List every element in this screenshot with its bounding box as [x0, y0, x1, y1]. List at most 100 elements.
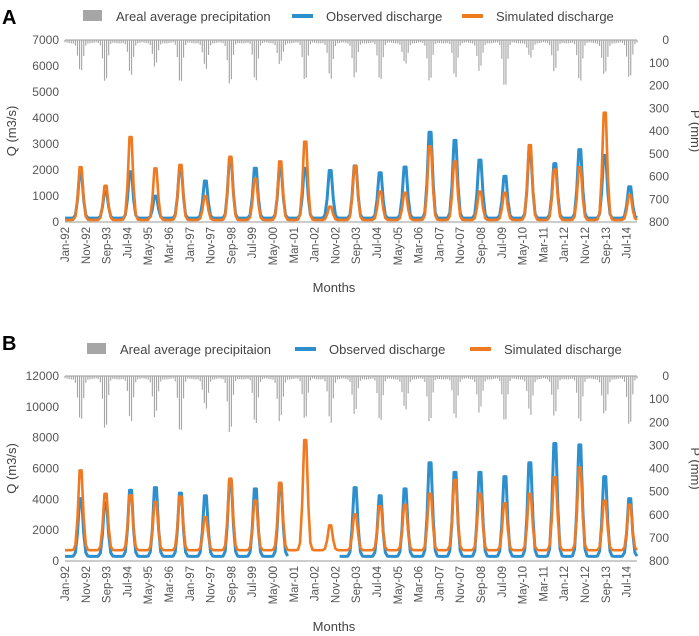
x-tick-label: Jan-02	[310, 566, 322, 601]
precip-bar	[101, 376, 104, 399]
precip-bar	[128, 376, 131, 416]
y-axis-title: Q (m3/s)	[4, 443, 19, 494]
precip-bar	[420, 40, 422, 43]
precip-bar	[393, 40, 395, 44]
precip-bar	[507, 376, 509, 395]
precip-bar	[345, 376, 347, 379]
precip-bar	[449, 376, 451, 381]
precip-bar	[405, 40, 407, 64]
precip-bar	[415, 40, 418, 43]
precip-bar	[212, 40, 214, 44]
precip-bar	[336, 376, 339, 380]
precip-bar	[536, 376, 538, 380]
precip-bar	[546, 40, 549, 44]
precip-bar	[332, 40, 334, 59]
precip-bar	[276, 376, 278, 399]
precip-bar	[224, 40, 226, 46]
precip-bar	[542, 376, 544, 379]
x-tick-label: Jul-09	[497, 566, 509, 597]
precip-bar	[455, 376, 457, 418]
x-tick-label: Jul-04	[372, 226, 384, 258]
x-axis-title: Months	[313, 619, 356, 634]
precip-bar	[347, 40, 349, 44]
precip-bar	[216, 40, 218, 43]
panel-label: B	[2, 333, 16, 355]
precip-bar	[137, 376, 139, 380]
precip-bar	[170, 376, 172, 379]
precip-bar	[341, 40, 343, 43]
precip-bar	[399, 376, 401, 382]
precip-bar	[126, 376, 128, 391]
y-tick-label: 6000	[32, 59, 59, 73]
precip-bar	[538, 40, 540, 44]
precip-bar	[324, 376, 326, 382]
precip-bar	[580, 376, 582, 422]
precip-bar	[534, 40, 536, 45]
precip-bar	[607, 376, 609, 395]
precip-bar	[563, 376, 565, 380]
precip-bar	[324, 40, 326, 45]
precip-bar	[607, 40, 609, 57]
precip-bar	[478, 376, 480, 413]
precip-bar	[630, 376, 632, 422]
precip-bar	[295, 40, 297, 43]
precip-bar	[282, 376, 284, 397]
precip-bar	[413, 376, 416, 380]
precip-bar	[509, 40, 511, 46]
precip-bar	[195, 376, 197, 380]
precip-bar	[234, 40, 237, 45]
precip-bar	[191, 376, 193, 380]
precip-bar	[162, 40, 164, 44]
precip-bar	[330, 40, 332, 79]
precip-bar	[636, 376, 638, 379]
x-tick-label: Nov-02	[330, 227, 342, 264]
precip-bar	[128, 40, 131, 71]
precip-bar	[180, 376, 183, 430]
precip-bar	[172, 40, 174, 43]
precip-bar	[124, 376, 126, 381]
precip-bar	[176, 40, 178, 58]
precip-bar	[257, 376, 260, 398]
precip-bar	[511, 376, 513, 379]
precip-bar	[584, 40, 586, 46]
precip-bar	[434, 376, 436, 381]
precip-bar	[453, 40, 455, 74]
precip-bar	[343, 40, 345, 43]
legend-swatch-precipitation	[83, 10, 102, 21]
precip-bar	[519, 40, 522, 44]
precip-bar	[592, 376, 594, 380]
precip-bar	[532, 40, 534, 50]
precip-bar	[613, 376, 615, 380]
precip-bar	[569, 40, 572, 44]
precip-bar	[438, 376, 440, 380]
precip-bar	[411, 40, 413, 44]
precip-bar	[538, 376, 540, 380]
x-tick-label: Mar-96	[164, 566, 176, 602]
precip-bar	[226, 40, 228, 61]
precip-bar	[424, 40, 426, 46]
precip-bar	[409, 40, 411, 46]
x-tick-label: Mar-11	[538, 566, 550, 602]
precip-bar	[205, 40, 208, 69]
precip-bar	[262, 40, 264, 44]
precip-bar	[64, 40, 66, 43]
precip-bar	[251, 40, 253, 55]
precip-bar	[447, 40, 449, 44]
y2-tick-label: 200	[649, 415, 669, 429]
precip-bar	[74, 376, 76, 383]
precip-bar	[451, 376, 453, 391]
precip-bar	[451, 40, 453, 53]
precip-bar	[322, 376, 324, 380]
precip-bar	[401, 376, 403, 393]
x-tick-label: Nov-02	[330, 566, 342, 603]
panel-label: A	[2, 7, 16, 29]
precip-bar	[613, 40, 615, 44]
precip-bar	[301, 376, 303, 395]
x-tick-label: May-00	[268, 227, 280, 265]
x-tick-label: May-05	[393, 227, 405, 265]
precip-bar	[116, 376, 118, 380]
x-tick-label: Jan-92	[60, 227, 72, 262]
precip-bar	[542, 40, 544, 43]
precip-bar	[289, 40, 291, 44]
precip-bar	[588, 376, 590, 379]
